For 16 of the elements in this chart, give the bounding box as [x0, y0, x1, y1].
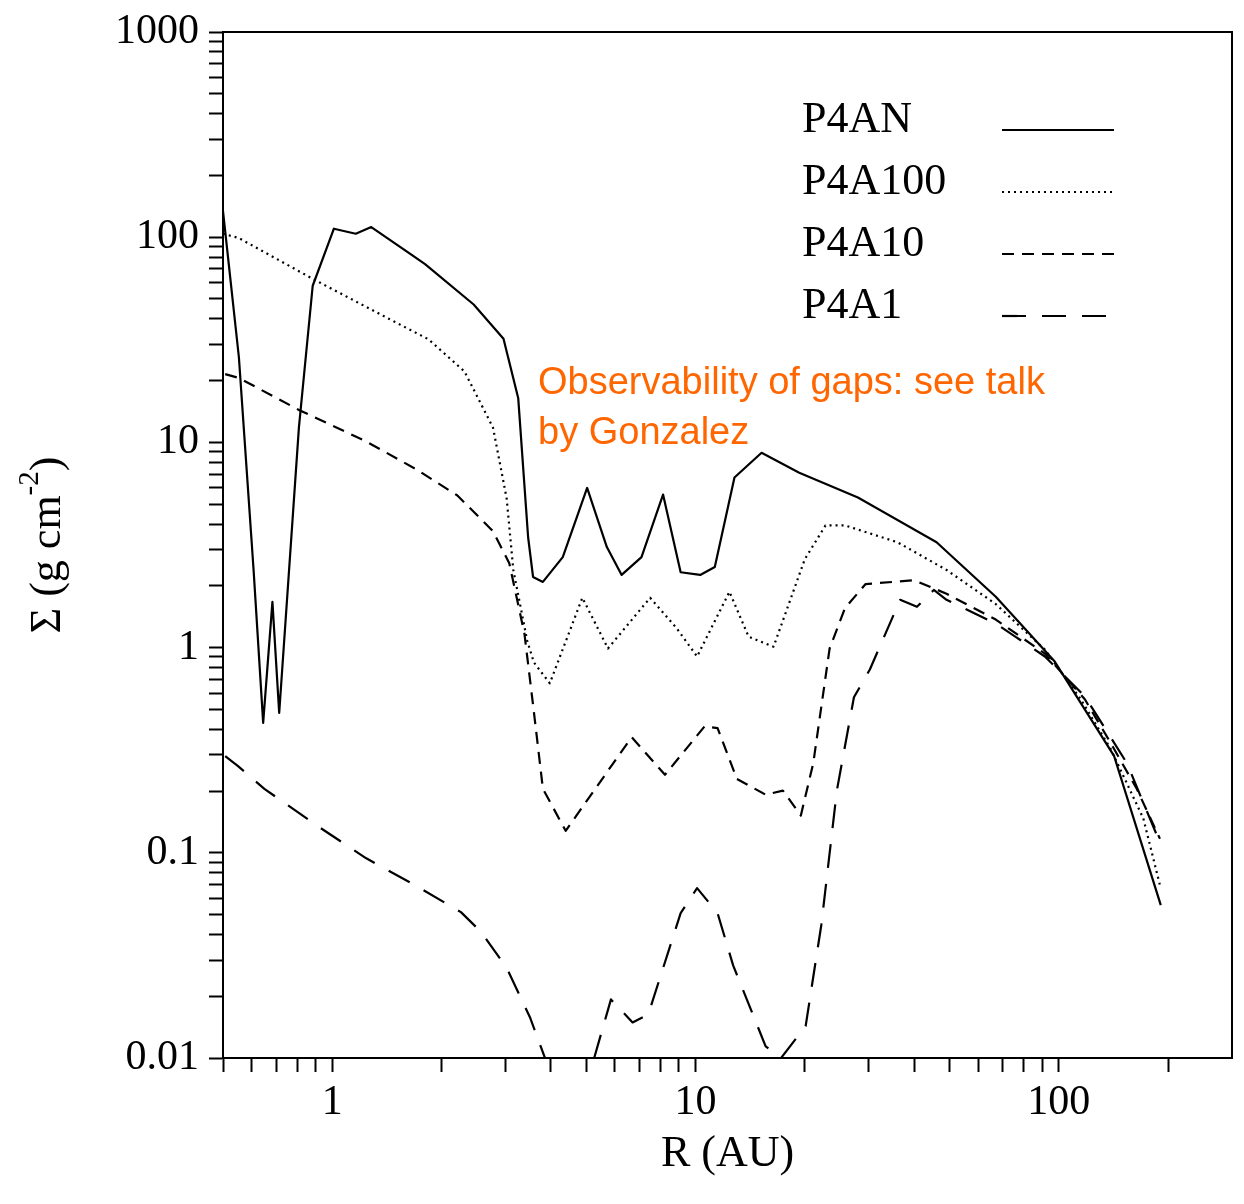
y-tick-label: 100 [136, 211, 199, 258]
x-tick-label: 1 [321, 1077, 343, 1124]
legend-label: P4A100 [802, 154, 947, 204]
y-tick-label: 1 [178, 621, 199, 668]
y-tick-label: 10 [157, 416, 199, 463]
y-axis-title: Σ (g cm-2) [12, 456, 70, 634]
legend-label: P4AN [802, 92, 913, 142]
y-tick-label: 1000 [115, 6, 199, 53]
y-tick-label: 0.01 [125, 1032, 199, 1079]
legend-label: P4A10 [802, 216, 925, 266]
legend-label: P4A1 [802, 278, 903, 328]
x-axis-title: R (AU) [660, 1126, 795, 1176]
annotation: Observability of gaps: see talk by Gonzalez [538, 360, 1046, 453]
x-tick-label: 10 [674, 1077, 717, 1124]
x-tick-label: 100 [1027, 1077, 1091, 1124]
y-tick-label: 0.1 [146, 826, 199, 873]
